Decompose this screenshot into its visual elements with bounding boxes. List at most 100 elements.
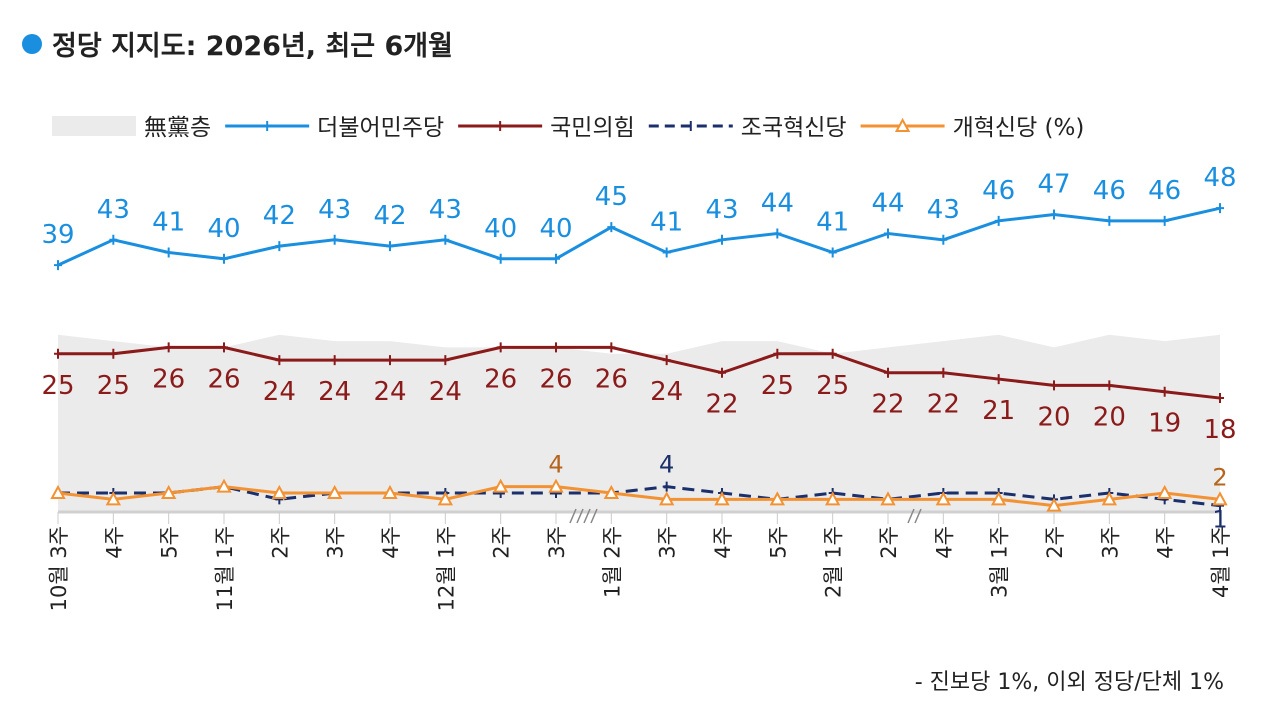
- data-point: [994, 374, 1003, 385]
- x-tick-label: 2주: [490, 526, 514, 559]
- chart-title-text: 정당 지지도: 2026년, 최근 6개월: [52, 31, 453, 62]
- area-undecided: [58, 334, 1220, 512]
- series-line-3: [57, 485, 1221, 508]
- data-label: 22: [871, 390, 904, 420]
- bullet-dot-icon: [22, 33, 42, 54]
- data-point: [54, 348, 62, 359]
- data-point: [220, 253, 228, 264]
- data-label: 44: [761, 188, 794, 218]
- data-point: [548, 478, 564, 493]
- data-point: [1046, 497, 1062, 512]
- legend-label: 국민의힘: [550, 115, 635, 141]
- data-point: [50, 484, 66, 500]
- data-label: 43: [318, 195, 351, 225]
- data-label: 24: [373, 377, 406, 407]
- data-point: [718, 234, 726, 245]
- data-point: [271, 484, 288, 500]
- data-point: [496, 253, 505, 264]
- data-label: 43: [97, 195, 130, 225]
- chart-title: 정당 지지도: 2026년, 최근 6개월: [22, 24, 453, 63]
- data-point: [939, 234, 948, 245]
- data-point: [769, 491, 786, 506]
- x-tick-label: 10월 3주: [47, 526, 71, 611]
- data-label: 41: [650, 207, 683, 237]
- x-tick-label: 3주: [545, 526, 569, 559]
- x-tick-label: 5주: [158, 526, 182, 559]
- legend-label: 더불어민주당: [317, 115, 444, 141]
- x-tick-label: 4주: [711, 526, 735, 559]
- data-label: 26: [539, 364, 572, 394]
- x-tick-label: 1월 2주: [600, 526, 624, 598]
- data-label: 24: [650, 377, 683, 407]
- legend-label: 조국혁신당: [741, 115, 847, 141]
- data-label: 26: [207, 364, 240, 394]
- data-point: [54, 260, 62, 271]
- axis-break-mark: [576, 508, 584, 524]
- data-label: 20: [1093, 402, 1126, 432]
- data-label: 26: [595, 364, 628, 394]
- x-tick-label: 2월 1주: [822, 526, 846, 598]
- data-label: 43: [429, 195, 462, 225]
- x-tick-label: 4주: [379, 526, 403, 559]
- legend-label: 無黨층: [144, 115, 211, 141]
- data-point: [607, 342, 616, 353]
- data-point: [552, 253, 560, 264]
- data-point: [492, 478, 509, 493]
- data-point: [884, 367, 892, 378]
- data-point: [714, 491, 730, 506]
- data-point: [662, 247, 671, 258]
- data-point: [828, 348, 837, 359]
- data-label: 41: [152, 207, 185, 237]
- axis-break-mark: [569, 508, 577, 524]
- data-point: [880, 491, 896, 506]
- data-point: [662, 481, 671, 492]
- data-point: [330, 234, 339, 245]
- data-point: [216, 478, 232, 493]
- x-tick-label: 2주: [877, 526, 901, 559]
- data-label: 19: [1148, 409, 1181, 439]
- data-point: [220, 342, 228, 353]
- data-label: 20: [1037, 402, 1070, 432]
- data-label: 25: [97, 371, 130, 401]
- data-label: 40: [207, 214, 240, 244]
- data-label: 47: [1037, 169, 1070, 199]
- data-point: [1050, 380, 1058, 391]
- data-point: [773, 348, 782, 359]
- data-point: [437, 491, 454, 506]
- data-label: 22: [705, 390, 738, 420]
- data-point: [607, 222, 616, 233]
- data-point: [718, 367, 726, 378]
- data-label: 4: [548, 451, 563, 479]
- x-tick-label: 11월 1주: [213, 526, 237, 611]
- data-point: [828, 247, 837, 258]
- axis-break-mark: [583, 508, 591, 524]
- data-label: 26: [484, 364, 517, 394]
- legend-label: 개혁신당 (%): [953, 115, 1085, 141]
- data-label: 1: [1212, 506, 1227, 534]
- axis-break-mark: [907, 508, 915, 524]
- x-tick-label: 4주: [932, 526, 956, 559]
- data-point: [658, 491, 675, 506]
- x-tick-label: 3월 1주: [988, 526, 1012, 598]
- data-label: 39: [41, 220, 74, 250]
- data-point: [275, 241, 284, 252]
- x-tick-label: 4주: [1154, 526, 1178, 559]
- data-point: [1156, 484, 1173, 500]
- data-point: [275, 355, 284, 366]
- data-point: [326, 484, 343, 500]
- data-point: [662, 355, 671, 366]
- data-point: [441, 234, 450, 245]
- data-point: [1216, 393, 1224, 404]
- data-point: [1160, 215, 1169, 226]
- data-label: 4: [659, 451, 674, 479]
- series-line-2: [58, 485, 1221, 508]
- data-point: [824, 491, 841, 506]
- data-point: [164, 247, 173, 258]
- data-point: [990, 491, 1007, 506]
- data-label: 40: [484, 214, 517, 244]
- data-point: [939, 367, 948, 378]
- data-label: 25: [41, 371, 74, 401]
- x-tick-label: 12월 1주: [434, 526, 458, 611]
- data-label: 22: [927, 390, 960, 420]
- data-point: [552, 342, 560, 353]
